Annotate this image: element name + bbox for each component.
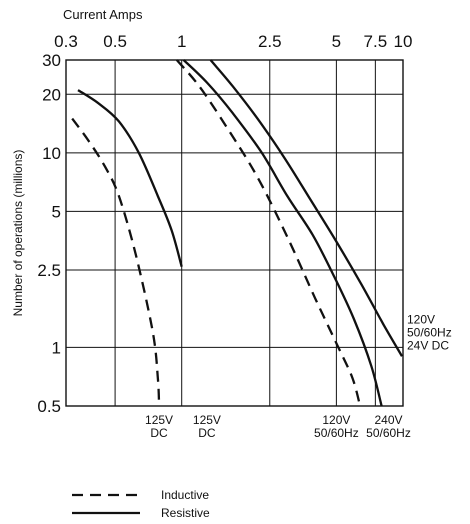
resistive-curve <box>209 59 403 357</box>
y-tick-label: 1 <box>52 338 61 357</box>
legend-label: Resistive <box>161 506 210 520</box>
annotation-label: 125V <box>145 413 173 427</box>
x-tick-label: 1 <box>177 32 186 51</box>
annotation-label: 50/60Hz <box>314 426 359 440</box>
legend-label: Inductive <box>161 488 209 502</box>
inductive-curve <box>71 117 161 407</box>
x-tick-label: 0.3 <box>54 32 78 51</box>
y-tick-label: 5 <box>52 202 61 221</box>
y-tick-labels: 30 20 10 5 2.5 1 0.5 <box>37 51 61 416</box>
annotation-label: DC <box>198 426 216 440</box>
y-tick-label: 0.5 <box>37 397 61 416</box>
y-tick-label: 2.5 <box>37 261 61 280</box>
y-tick-label: 20 <box>42 85 61 104</box>
annotation-label: 50/60Hz <box>407 325 452 339</box>
y-tick-label: 10 <box>42 144 61 163</box>
x-tick-labels: 0.3 0.5 1 2.5 5 7.5 10 <box>54 32 412 51</box>
plot-frame <box>65 59 404 407</box>
annotation-label: 50/60Hz <box>366 426 411 440</box>
legend: Inductive Resistive <box>72 488 210 520</box>
annotation-label: 125V <box>193 413 221 427</box>
y-axis-label: Number of operations (millions) <box>11 150 25 317</box>
x-tick-label: 5 <box>332 32 341 51</box>
annotation-label: 24V DC <box>407 338 449 352</box>
x-tick-label: 0.5 <box>103 32 127 51</box>
grid <box>65 59 404 407</box>
annotation-label: 120V <box>407 312 435 326</box>
resistive-curve <box>182 59 383 407</box>
x-tick-label: 10 <box>394 32 413 51</box>
annotation-label: DC <box>150 426 168 440</box>
curves <box>71 59 403 407</box>
x-axis-label: Current Amps <box>63 7 143 22</box>
x-tick-label: 7.5 <box>364 32 388 51</box>
resistive-curve <box>77 89 183 268</box>
annotations: 125VDC125VDC120V50/60Hz240V50/60Hz120V50… <box>145 312 452 440</box>
y-tick-label: 30 <box>42 51 61 70</box>
annotation-label: 240V <box>374 413 402 427</box>
x-tick-label: 2.5 <box>258 32 282 51</box>
annotation-label: 120V <box>322 413 350 427</box>
inductive-curve <box>175 59 362 407</box>
